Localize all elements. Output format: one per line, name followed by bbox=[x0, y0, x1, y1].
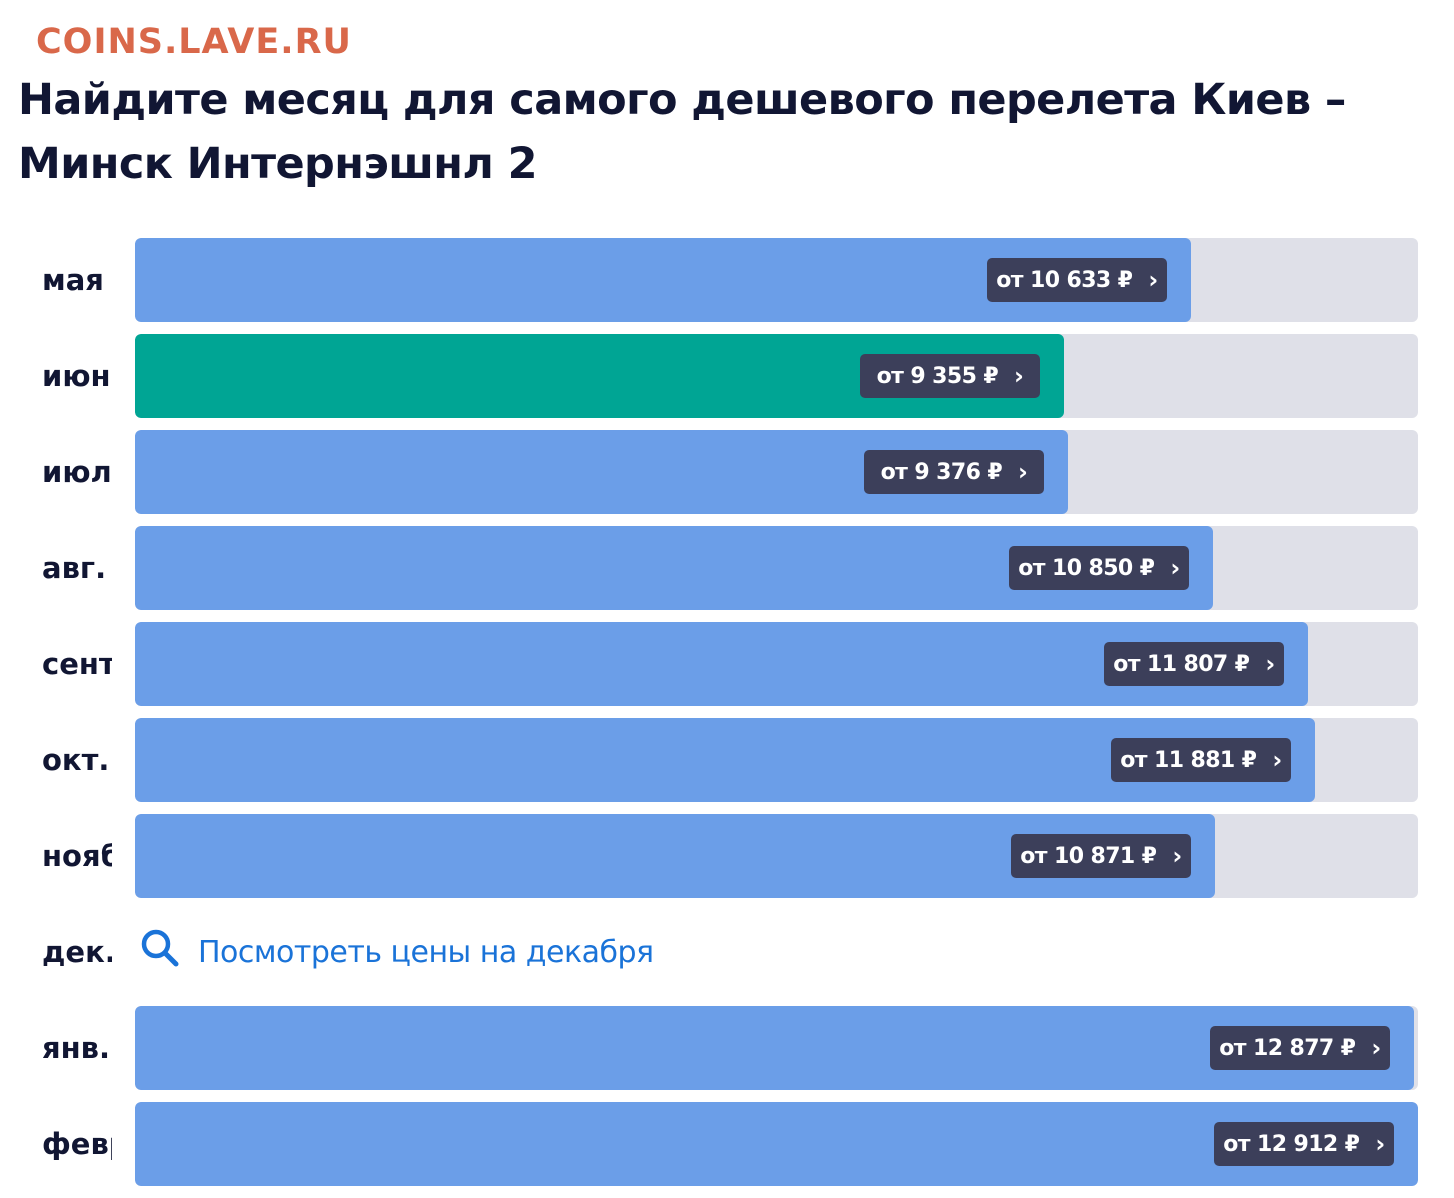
price-bar-fill: от 12 912 ₽ › bbox=[135, 1102, 1418, 1186]
month-row: мая от 10 633 ₽ › bbox=[0, 238, 1454, 322]
chevron-right-icon: › bbox=[1272, 746, 1282, 774]
price-bar-fill: от 10 633 ₽ › bbox=[135, 238, 1191, 322]
page-title: Найдите месяц для самого дешевого переле… bbox=[18, 75, 1346, 189]
price-bar-track[interactable]: от 11 881 ₽ › bbox=[135, 718, 1418, 802]
price-badge-label: от 12 912 ₽ bbox=[1223, 1131, 1360, 1157]
price-badge-label: от 12 877 ₽ bbox=[1219, 1035, 1356, 1061]
price-badge-label: от 11 881 ₽ bbox=[1120, 747, 1257, 773]
month-row: февраля от 12 912 ₽ › bbox=[0, 1102, 1454, 1186]
month-label: дек. bbox=[42, 935, 112, 969]
price-bar-fill: от 11 881 ₽ › bbox=[135, 718, 1315, 802]
price-badge[interactable]: от 9 355 ₽ › bbox=[860, 354, 1040, 398]
price-badge[interactable]: от 11 807 ₽ › bbox=[1104, 642, 1284, 686]
price-bar-fill: от 9 355 ₽ › bbox=[135, 334, 1064, 418]
chevron-right-icon: › bbox=[1018, 458, 1028, 486]
chevron-right-icon: › bbox=[1014, 362, 1024, 390]
price-badge[interactable]: от 10 850 ₽ › bbox=[1009, 546, 1189, 590]
month-price-list: мая от 10 633 ₽ › июн. от 9 355 ₽ › июл. от 9 3… bbox=[0, 238, 1454, 1198]
chevron-right-icon: › bbox=[1265, 650, 1275, 678]
price-bar-fill: от 10 871 ₽ › bbox=[135, 814, 1215, 898]
chevron-right-icon: › bbox=[1170, 554, 1180, 582]
search-icon bbox=[140, 928, 198, 976]
month-row-no-data: дек. Посмотреть цены на декабря bbox=[0, 910, 1454, 994]
chevron-right-icon: › bbox=[1371, 1034, 1381, 1062]
chevron-right-icon: › bbox=[1172, 842, 1182, 870]
price-badge-label: от 11 807 ₽ bbox=[1113, 651, 1250, 677]
price-bar-fill: от 9 376 ₽ › bbox=[135, 430, 1068, 514]
watermark: COINS.LAVE.RU bbox=[36, 22, 352, 62]
price-bar-track[interactable]: от 9 376 ₽ › bbox=[135, 430, 1418, 514]
month-row: авг. от 10 850 ₽ › bbox=[0, 526, 1454, 610]
price-bar-track[interactable]: от 10 850 ₽ › bbox=[135, 526, 1418, 610]
price-badge[interactable]: от 9 376 ₽ › bbox=[864, 450, 1044, 494]
price-badge-label: от 9 376 ₽ bbox=[880, 459, 1003, 485]
price-badge-label: от 9 355 ₽ bbox=[876, 363, 999, 389]
month-row: янв. от 12 877 ₽ › bbox=[0, 1006, 1454, 1090]
price-badge-label: от 10 871 ₽ bbox=[1020, 843, 1157, 869]
month-row: ноября от 10 871 ₽ › bbox=[0, 814, 1454, 898]
month-row: сентября от 11 807 ₽ › bbox=[0, 622, 1454, 706]
view-prices-link[interactable]: Посмотреть цены на декабря bbox=[140, 910, 654, 994]
price-bar-track[interactable]: от 10 871 ₽ › bbox=[135, 814, 1418, 898]
price-badge[interactable]: от 12 912 ₽ › bbox=[1214, 1122, 1394, 1166]
month-label: февраля bbox=[42, 1127, 112, 1161]
price-bar-track[interactable]: от 12 877 ₽ › bbox=[135, 1006, 1418, 1090]
price-bar-fill: от 10 850 ₽ › bbox=[135, 526, 1213, 610]
price-badge[interactable]: от 12 877 ₽ › bbox=[1210, 1026, 1390, 1070]
month-label: авг. bbox=[42, 551, 107, 585]
month-label: ноября bbox=[42, 839, 112, 873]
month-label: мая bbox=[42, 263, 104, 297]
price-badge-label: от 10 850 ₽ bbox=[1018, 555, 1155, 581]
chevron-right-icon: › bbox=[1375, 1130, 1385, 1158]
month-label: янв. bbox=[42, 1031, 111, 1065]
month-label: июл. bbox=[42, 455, 112, 489]
month-row: окт. от 11 881 ₽ › bbox=[0, 718, 1454, 802]
price-bar-track[interactable]: от 9 355 ₽ › bbox=[135, 334, 1418, 418]
price-badge[interactable]: от 11 881 ₽ › bbox=[1111, 738, 1291, 782]
price-bar-fill: от 11 807 ₽ › bbox=[135, 622, 1308, 706]
price-bar-track[interactable]: от 10 633 ₽ › bbox=[135, 238, 1418, 322]
price-bar-track[interactable]: от 11 807 ₽ › bbox=[135, 622, 1418, 706]
chevron-right-icon: › bbox=[1148, 266, 1158, 294]
price-badge-label: от 10 633 ₽ bbox=[996, 267, 1133, 293]
price-bar-fill: от 12 877 ₽ › bbox=[135, 1006, 1414, 1090]
price-badge[interactable]: от 10 633 ₽ › bbox=[987, 258, 1167, 302]
month-label: сентября bbox=[42, 647, 112, 681]
month-label: окт. bbox=[42, 743, 110, 777]
month-row: июн. от 9 355 ₽ › bbox=[0, 334, 1454, 418]
month-label: июн. bbox=[42, 359, 112, 393]
price-badge[interactable]: от 10 871 ₽ › bbox=[1011, 834, 1191, 878]
price-bar-track[interactable]: от 12 912 ₽ › bbox=[135, 1102, 1418, 1186]
month-row: июл. от 9 376 ₽ › bbox=[0, 430, 1454, 514]
view-prices-link-label: Посмотреть цены на декабря bbox=[198, 934, 654, 970]
